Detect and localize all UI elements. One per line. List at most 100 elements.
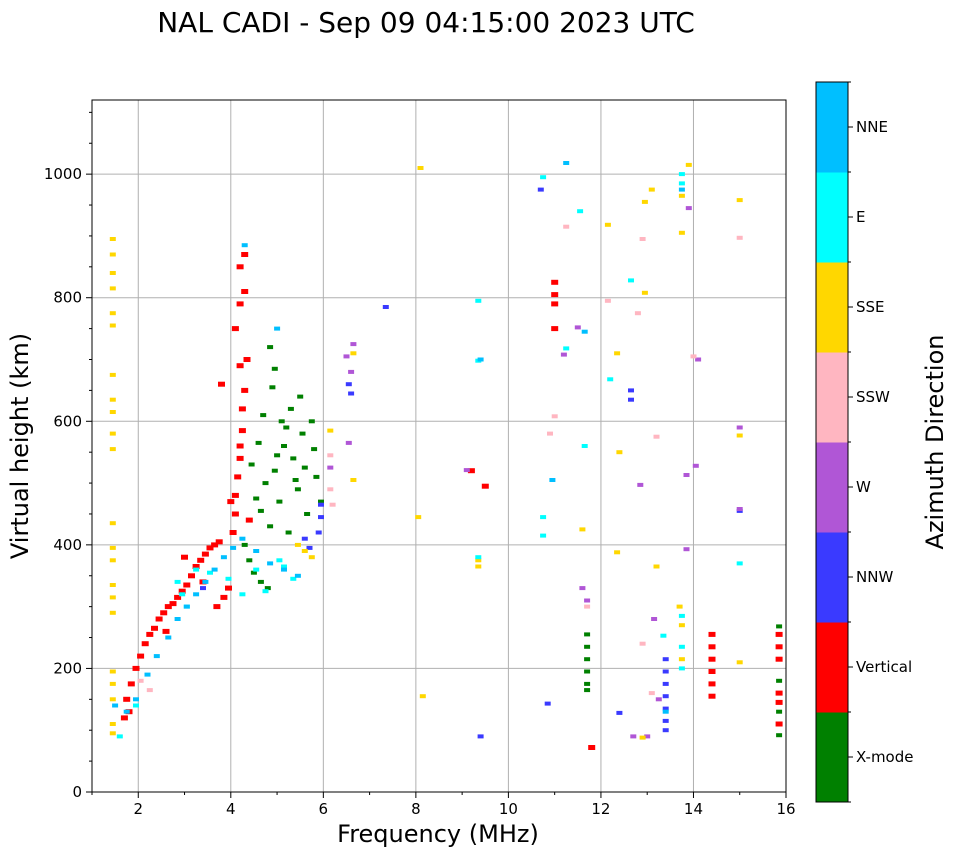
data-point-sse [109, 271, 116, 275]
data-point-vertical [775, 721, 783, 727]
data-point-w [695, 357, 702, 362]
data-point-e [540, 175, 547, 180]
colorbar-label-e: E [856, 208, 865, 226]
data-point-e [736, 561, 743, 566]
data-point-vertical [174, 594, 182, 600]
data-point-vertical [141, 641, 149, 647]
data-point-nne [678, 187, 685, 192]
data-point-ssw [690, 354, 697, 359]
data-point-vertical [708, 656, 716, 662]
data-point-vertical [775, 656, 783, 662]
data-point-x-mode [267, 345, 274, 350]
data-point-nnw [348, 391, 355, 396]
x-tick-label: 6 [319, 800, 329, 818]
data-point-ssw [648, 691, 655, 696]
data-point-x-mode [257, 579, 264, 584]
data-point-x-mode [257, 508, 264, 513]
data-point-sse [327, 428, 334, 433]
data-point-nne [267, 561, 274, 566]
data-point-nne [220, 555, 227, 560]
data-point-vertical [708, 631, 716, 637]
data-point-sse [109, 681, 116, 686]
data-point-x-mode [285, 530, 292, 535]
data-point-x-mode [776, 733, 783, 738]
data-points [109, 161, 783, 750]
y-tick-label: 400 [53, 536, 82, 554]
data-point-sse [676, 604, 683, 609]
data-point-ssw [329, 502, 336, 507]
data-point-sse [616, 450, 623, 455]
data-point-x-mode [278, 419, 285, 424]
data-point-sse [419, 694, 426, 699]
data-point-x-mode [584, 669, 591, 674]
data-point-vertical [137, 653, 145, 659]
data-point-ssw [653, 434, 660, 439]
data-point-vertical [775, 690, 783, 696]
data-point-vertical [127, 681, 135, 687]
x-tick-label: 10 [499, 800, 518, 818]
data-point-vertical [236, 455, 244, 461]
data-point-e [540, 533, 547, 538]
colorbar-label-vertical: Vertical [856, 658, 912, 676]
colorbar-frame [815, 81, 849, 803]
data-point-vertical [183, 582, 191, 588]
data-point-sse [678, 623, 685, 628]
data-point-sse [653, 564, 660, 569]
data-point-e [253, 567, 260, 572]
data-point-ssw [146, 688, 153, 693]
data-point-e [207, 570, 213, 575]
data-point-nne [549, 478, 556, 482]
data-point-nne [253, 549, 260, 553]
data-point-w [637, 482, 644, 487]
data-point-x-mode [283, 425, 290, 430]
data-point-vertical [211, 542, 219, 548]
data-point-vertical [197, 557, 205, 563]
data-point-w [630, 734, 637, 739]
data-point-x-mode [318, 499, 324, 504]
data-point-w [579, 586, 586, 591]
data-point-w [343, 354, 350, 359]
data-point-nne [183, 604, 190, 609]
data-point-w [683, 473, 690, 477]
data-point-nnw [318, 502, 324, 507]
data-point-x-mode [292, 478, 299, 482]
data-point-vertical [178, 588, 186, 594]
data-point-sse [109, 697, 116, 702]
data-point-w [463, 468, 470, 473]
data-point-sse [614, 351, 621, 356]
data-point-w [736, 425, 743, 430]
data-point-x-mode [250, 570, 257, 575]
data-point-nnw [662, 706, 669, 711]
y-tick-label: 200 [53, 659, 82, 677]
data-point-sse [350, 478, 357, 482]
data-point-x-mode [299, 431, 306, 436]
data-point-x-mode [260, 413, 267, 418]
data-point-sse [736, 198, 743, 203]
data-point-vertical [551, 279, 559, 285]
data-point-e [607, 377, 614, 382]
data-point-x-mode [264, 586, 271, 591]
data-point-vertical [236, 443, 244, 449]
data-point-vertical [238, 428, 246, 434]
data-point-sse [685, 162, 692, 167]
x-tick-label: 4 [226, 800, 236, 818]
data-point-w [655, 697, 662, 702]
data-point-vertical [241, 289, 249, 294]
data-point-nne [211, 567, 218, 572]
data-point-x-mode [269, 385, 276, 390]
data-point-vertical [162, 628, 170, 634]
data-point-nnw [306, 545, 313, 550]
data-point-nne [294, 573, 301, 578]
data-point-x-mode [262, 481, 269, 486]
data-point-nne [563, 161, 570, 165]
data-point-vertical [708, 693, 716, 699]
data-point-sse [109, 583, 116, 587]
data-point-vertical [234, 474, 242, 480]
grid-lines [92, 100, 787, 793]
data-point-ssw [327, 453, 334, 458]
data-point-sse [109, 397, 116, 402]
data-point-sse [109, 323, 116, 328]
data-point-nnw [537, 187, 544, 192]
data-point-vertical [231, 511, 239, 517]
x-tick-label: 14 [684, 800, 703, 818]
